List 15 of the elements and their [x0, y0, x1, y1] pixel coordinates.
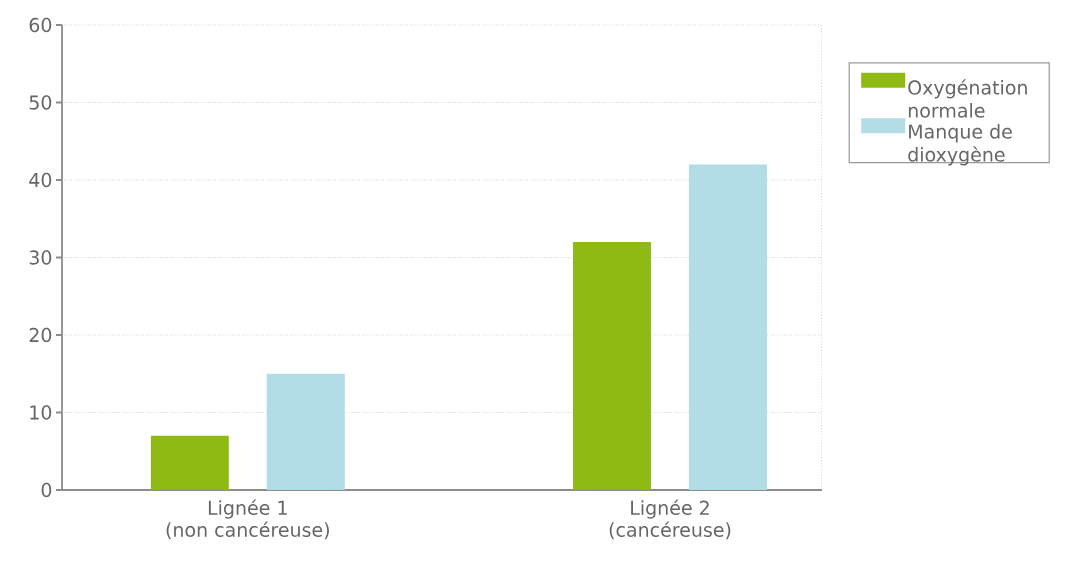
y-tick-label: 50 — [29, 95, 52, 110]
y-tick-label: 0 — [41, 482, 52, 498]
x-tick-label: Lignée 2 (cancéreuse) — [609, 499, 731, 540]
y-tick-label: 40 — [29, 172, 52, 188]
bar — [689, 164, 767, 490]
legend-label: Oxygénation normale — [908, 79, 1027, 118]
y-tick-label: 20 — [29, 327, 52, 343]
bar — [266, 373, 345, 490]
legend-label: Manque de dioxygène — [908, 124, 1012, 166]
y-tick-label: 60 — [29, 17, 52, 33]
y-tick-label: 10 — [30, 405, 52, 420]
x-tick-label: Lignée 1 (non cancéreuse) — [166, 499, 329, 540]
y-tick-label: 30 — [29, 250, 52, 265]
bar — [150, 435, 229, 490]
bar — [573, 241, 651, 490]
